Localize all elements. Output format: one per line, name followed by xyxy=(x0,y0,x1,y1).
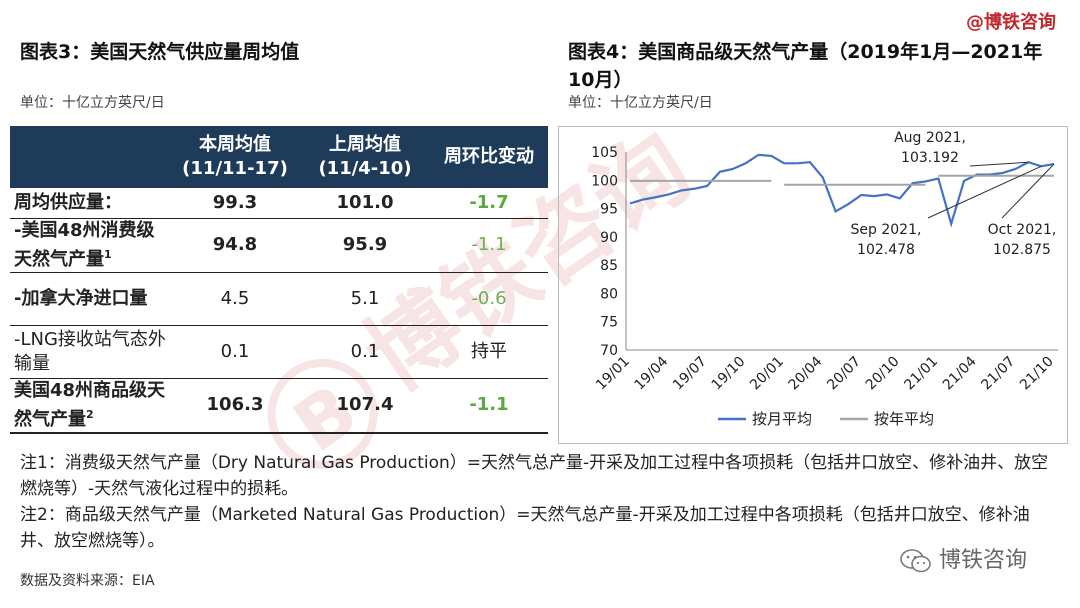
header-cell-empty xyxy=(10,126,170,188)
row-label: 周均供应量： xyxy=(10,188,170,219)
table-row: 周均供应量： 99.3 101.0 -1.7 xyxy=(10,188,548,219)
header-last-week: 上周均值 (11/4-10) xyxy=(300,126,430,188)
x-tick-label: 21/04 xyxy=(940,353,980,393)
row-previous: 0.1 xyxy=(300,325,430,379)
y-tick-label: 95 xyxy=(600,202,618,218)
chart-unit: 单位：十亿立方英尺/日 xyxy=(568,95,713,111)
row-change: -1.1 xyxy=(430,218,548,273)
row-current: 99.3 xyxy=(170,188,300,219)
y-tick-label: 75 xyxy=(600,315,618,331)
production-line-chart: 70758085909510010519/0119/0419/0719/1020… xyxy=(558,126,1068,444)
y-tick-label: 80 xyxy=(600,286,618,302)
wechat-icon xyxy=(900,549,931,573)
y-tick-label: 90 xyxy=(600,230,618,246)
annotation-leader xyxy=(927,165,1042,219)
header-this-week: 本周均值 (11/11-17) xyxy=(170,126,300,188)
row-label: -美国48州消费级天然气产量1 xyxy=(10,218,170,273)
annotation-label: 102.478 xyxy=(857,242,915,258)
wechat-account-name: 博铁咨询 xyxy=(939,548,1028,573)
x-tick-label: 19/04 xyxy=(632,353,672,393)
footnote-marker: 1 xyxy=(104,247,112,261)
row-current: 106.3 xyxy=(170,378,300,434)
brand-watermark: @博铁咨询 xyxy=(966,12,1056,33)
series-line-monthly xyxy=(629,153,1055,228)
row-change: -1.7 xyxy=(430,188,548,219)
x-tick-label: 20/07 xyxy=(824,354,864,394)
table-row: -加拿大净进口量 4.5 5.1 -0.6 xyxy=(10,272,548,326)
y-tick-label: 85 xyxy=(600,258,618,274)
notes-block: 注1：消费级天然气产量（Dry Natural Gas Production）=… xyxy=(20,450,1060,554)
legend-label: 按月平均 xyxy=(752,410,812,428)
row-label: -LNG接收站气态外输量 xyxy=(10,325,170,379)
chart-frame xyxy=(558,126,1068,444)
row-previous: 107.4 xyxy=(300,378,430,434)
supply-table: 本周均值 (11/11-17) 上周均值 (11/4-10) 周环比变动 周均供… xyxy=(10,126,548,434)
annotation-label: Sep 2021, xyxy=(851,222,922,238)
table-row: -LNG接收站气态外输量 0.1 0.1 持平 xyxy=(10,325,548,379)
x-tick-label: 21/10 xyxy=(1017,354,1057,394)
row-current: 4.5 xyxy=(170,272,300,326)
header-change: 周环比变动 xyxy=(430,126,548,188)
row-change: -0.6 xyxy=(430,272,548,326)
x-tick-label: 20/04 xyxy=(786,353,826,393)
row-label: 美国48州商品级天然气产量2 xyxy=(10,378,170,434)
x-tick-label: 21/01 xyxy=(901,354,941,394)
x-tick-label: 21/07 xyxy=(978,354,1018,394)
row-current: 94.8 xyxy=(170,218,300,273)
row-current: 0.1 xyxy=(170,325,300,379)
row-change: -1.1 xyxy=(430,378,548,434)
annotation-leader xyxy=(1001,163,1055,219)
table-header-row: 本周均值 (11/11-17) 上周均值 (11/4-10) 周环比变动 xyxy=(10,126,548,188)
data-source: 数据及资料来源：EIA xyxy=(20,573,155,589)
annotation-label: 102.875 xyxy=(993,242,1051,258)
wechat-watermark: 博铁咨询 xyxy=(900,542,1027,574)
row-label: -加拿大净进口量 xyxy=(10,272,170,326)
annotation-leader xyxy=(969,161,1029,167)
x-tick-label: 19/10 xyxy=(709,354,749,394)
annotation-label: Oct 2021, xyxy=(988,222,1057,238)
x-tick-label: 19/01 xyxy=(593,354,633,394)
table-row: -美国48州消费级天然气产量1 94.8 95.9 -1.1 xyxy=(10,218,548,273)
x-tick-label: 20/10 xyxy=(863,354,903,394)
annotation-label: Aug 2021, xyxy=(894,130,966,146)
row-label-text: -美国48州消费级天然气产量 xyxy=(14,219,155,270)
legend-label: 按年平均 xyxy=(874,410,934,428)
table-title: 图表3：美国天然气供应量周均值 xyxy=(20,41,300,63)
row-previous: 5.1 xyxy=(300,272,430,326)
x-tick-label: 20/01 xyxy=(747,354,787,394)
series-line-yearly xyxy=(630,174,1054,186)
row-previous: 95.9 xyxy=(300,218,430,273)
note-2: 注2：商品级天然气产量（Marketed Natural Gas Product… xyxy=(20,505,1030,551)
y-tick-label: 100 xyxy=(591,173,618,189)
footnote-marker: 2 xyxy=(86,407,94,421)
row-previous: 101.0 xyxy=(300,188,430,219)
row-change: 持平 xyxy=(430,325,548,379)
y-tick-label: 70 xyxy=(600,343,618,359)
x-tick-label: 19/07 xyxy=(670,354,710,394)
note-1: 注1：消费级天然气产量（Dry Natural Gas Production）=… xyxy=(20,453,1049,499)
y-tick-label: 105 xyxy=(591,145,618,161)
table-row: 美国48州商品级天然气产量2 106.3 107.4 -1.1 xyxy=(10,378,548,434)
chart-title: 图表4：美国商品级天然气产量（2019年1月—2021年10月） xyxy=(568,41,1043,91)
table-unit: 单位：十亿立方英尺/日 xyxy=(20,95,165,111)
annotation-label: 103.192 xyxy=(901,150,959,166)
row-label-text: 美国48州商品级天然气产量 xyxy=(14,379,166,430)
